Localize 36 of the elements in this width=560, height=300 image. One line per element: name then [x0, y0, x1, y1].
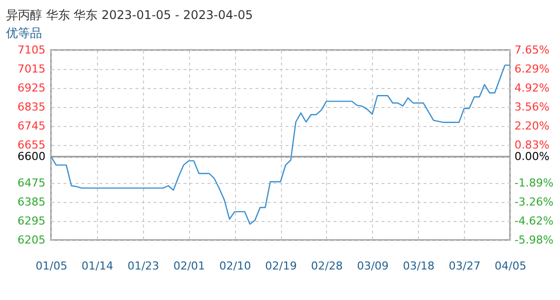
- x-tick-label: 01/23: [127, 260, 160, 272]
- x-tick-label: 02/28: [311, 260, 343, 272]
- y2-tick-label: 7.65%: [514, 44, 550, 56]
- y-tick-label: 6295: [18, 214, 46, 228]
- x-tick-label: 04/05: [494, 260, 526, 272]
- x-tick-label: 02/19: [265, 260, 297, 272]
- x-tick-label: 02/01: [173, 260, 206, 272]
- y2-tick-label: 0.83%: [514, 138, 550, 152]
- x-tick-label: 02/10: [219, 260, 251, 272]
- y2-tick-label: -5.98%: [514, 234, 554, 246]
- chart-title: 异丙醇 华东 华东 2023-01-05 - 2023-04-05: [6, 8, 253, 22]
- x-tick-label: 03/27: [448, 260, 480, 272]
- y2-tick-label: 2.20%: [514, 119, 550, 132]
- y2-tick-label: -4.62%: [514, 214, 554, 228]
- x-tick-label: 01/14: [82, 260, 114, 272]
- y2-tick-label: -3.26%: [514, 196, 554, 209]
- y-tick-label: 6385: [18, 196, 46, 208]
- y2-tick-label: 6.29%: [514, 62, 550, 76]
- x-tick-label: 03/18: [402, 260, 435, 272]
- x-tick-label: 03/09: [356, 260, 389, 272]
- y-tick-label: 6600: [18, 150, 46, 164]
- y-tick-label: 6655: [18, 138, 46, 152]
- y-tick-label: 7105: [18, 44, 46, 56]
- y-tick-label: 6925: [18, 82, 46, 94]
- y2-tick-label: 4.92%: [514, 82, 550, 95]
- y-tick-label: 6745: [18, 120, 46, 132]
- y2-tick-label: 3.56%: [514, 100, 550, 114]
- y2-tick-label: -1.89%: [514, 176, 554, 190]
- y-tick-label: 7015: [18, 62, 46, 76]
- y-tick-label: 6835: [18, 100, 46, 114]
- line-series: [50, 64, 511, 225]
- chart-subtitle: 优等品: [6, 26, 42, 40]
- y2-tick-label: 0.00%: [514, 150, 550, 164]
- y-tick-label: 6205: [18, 234, 46, 246]
- y-tick-label: 6475: [18, 176, 46, 190]
- x-tick-label: 01/05: [36, 260, 68, 272]
